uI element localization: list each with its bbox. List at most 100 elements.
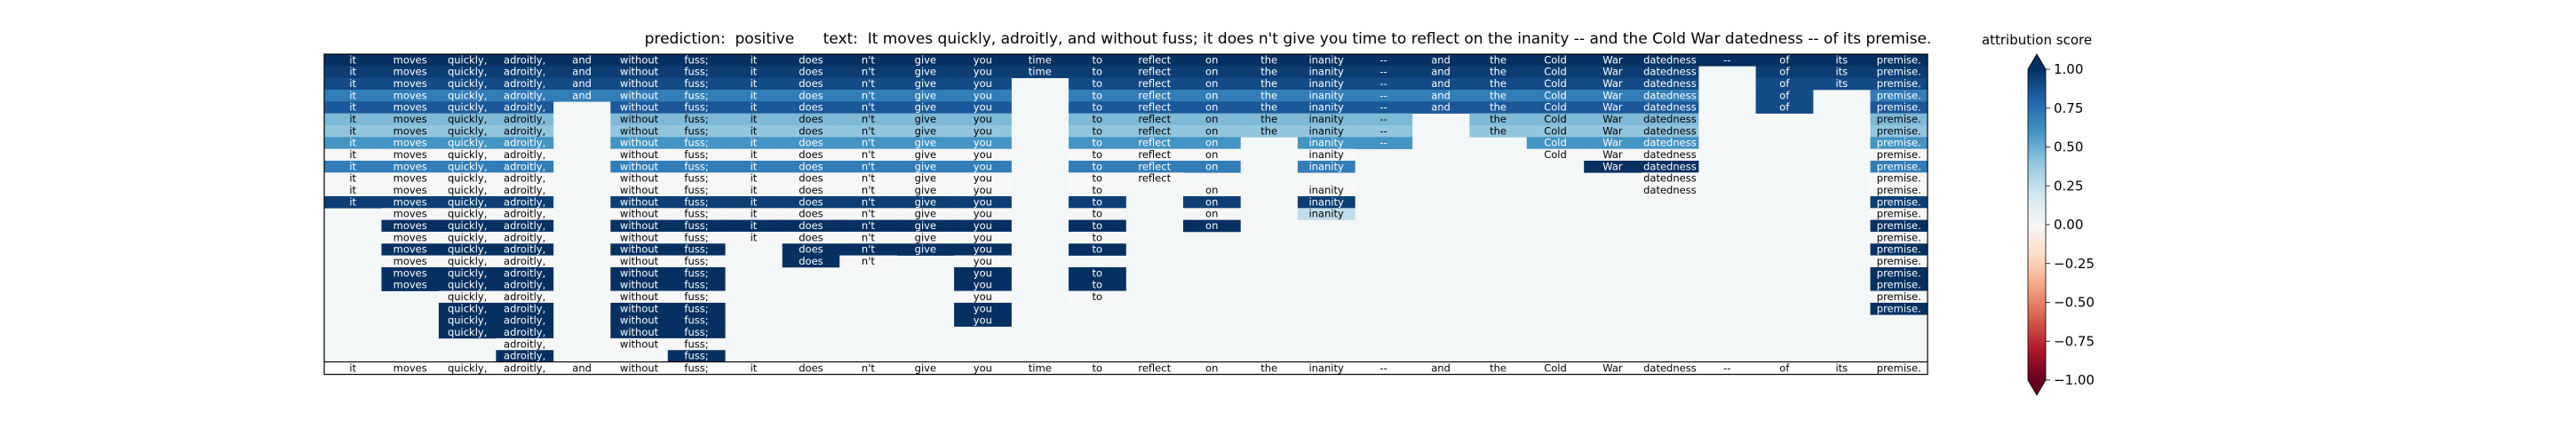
heatmap-cell <box>610 337 669 351</box>
cell-token-label: premise. <box>1877 208 1921 220</box>
cell-token-label: fuss; <box>684 219 708 232</box>
cell-token-label: you <box>974 137 992 149</box>
heatmap-cell <box>1870 160 1928 173</box>
heatmap-cell <box>896 89 955 102</box>
cell-token-label: to <box>1092 279 1102 291</box>
cell-token-label: reflect <box>1138 160 1171 172</box>
heatmap-cell <box>1870 184 1928 197</box>
heatmap-cell <box>782 243 840 256</box>
cell-token-label: without <box>620 255 659 267</box>
heatmap-cell <box>896 137 955 149</box>
cell-token-label: you <box>974 219 992 232</box>
cell-token-label: moves <box>394 184 427 196</box>
heatmap-cell <box>610 290 669 304</box>
axis-token-label: reflect <box>1138 362 1171 375</box>
cell-token-label: adroitly, <box>504 302 545 314</box>
heatmap-cell <box>496 208 554 220</box>
heatmap-cell <box>782 124 840 138</box>
cell-token-label: give <box>915 219 936 232</box>
cell-token-label: quickly, <box>448 137 487 149</box>
cell-token-label: you <box>974 113 992 125</box>
heatmap-cell <box>610 302 669 315</box>
cell-token-label: premise. <box>1877 279 1921 291</box>
heatmap-cell <box>1469 66 1528 78</box>
heatmap-cell <box>1641 113 1699 126</box>
heatmap-cell <box>1182 54 1241 67</box>
heatmap-cell <box>1584 101 1642 114</box>
cell-token-label: datedness <box>1643 89 1697 101</box>
cell-token-label: it <box>751 219 758 232</box>
heatmap-cell <box>667 113 726 126</box>
heatmap-cell <box>1641 101 1699 114</box>
heatmap-cell <box>496 195 554 209</box>
heatmap-cell <box>1182 208 1241 220</box>
cell-token-label: inanity <box>1308 195 1344 208</box>
cell-token-label: without <box>620 219 659 232</box>
heatmap-cell <box>1011 54 1069 67</box>
cell-token-label: quickly, <box>448 113 487 125</box>
cell-token-label: without <box>620 66 659 78</box>
heatmap-cell <box>610 148 669 162</box>
cell-token-label: give <box>915 137 936 149</box>
cell-token-label: Cold <box>1544 89 1567 101</box>
heatmap-cell <box>496 148 554 162</box>
cell-token-label: fuss; <box>684 195 708 208</box>
cell-token-label: premise. <box>1877 160 1921 172</box>
heatmap-cell <box>1069 66 1126 78</box>
title-prediction: positive <box>735 30 795 48</box>
heatmap-cell <box>839 231 897 244</box>
cell-token-label: War <box>1602 160 1623 172</box>
heatmap-cell <box>725 160 783 173</box>
heatmap-cell <box>839 172 897 185</box>
cell-token-label: you <box>974 195 992 208</box>
cell-token-label: n't <box>862 172 875 185</box>
heatmap-cell <box>496 124 554 138</box>
cell-token-label: reflect <box>1138 137 1171 149</box>
cell-token-label: does <box>799 101 823 114</box>
cell-token-label: moves <box>394 255 427 267</box>
cell-token-label: quickly, <box>448 148 487 161</box>
cell-token-label: Cold <box>1544 137 1567 149</box>
heatmap-cell <box>1469 124 1528 138</box>
heatmap-cell <box>1240 113 1299 126</box>
cell-token-label: n't <box>862 243 875 256</box>
cell-token-label: reflect <box>1138 148 1171 161</box>
heatmap-cell <box>1469 77 1528 91</box>
heatmap-cell <box>896 148 955 162</box>
heatmap-cell <box>496 231 554 244</box>
cell-token-label: premise. <box>1877 77 1921 90</box>
heatmap-cell <box>1297 77 1356 91</box>
heatmap-cell <box>1297 124 1356 138</box>
heatmap-cell <box>1526 66 1585 78</box>
heatmap-cell <box>1355 113 1413 126</box>
heatmap-cell <box>610 160 669 173</box>
axis-token-label: give <box>915 362 936 375</box>
cell-token-label: fuss; <box>684 113 708 125</box>
heatmap-cell <box>896 184 955 197</box>
heatmap-cell <box>1411 101 1470 114</box>
heatmap-cell <box>496 172 554 185</box>
heatmap-cell <box>1870 89 1928 102</box>
heatmap-cell <box>896 101 955 114</box>
cell-token-label: moves <box>394 113 427 125</box>
heatmap-cell <box>610 172 669 185</box>
axis-token-label: of <box>1779 362 1790 375</box>
heatmap-cell <box>1813 66 1871 78</box>
cell-token-label: quickly, <box>448 208 487 220</box>
cell-token-label: without <box>620 314 659 327</box>
cell-token-label: fuss; <box>684 137 708 149</box>
cell-token-label: the <box>1490 124 1507 137</box>
cell-token-label: -- <box>1379 113 1387 125</box>
axis-token-label: the <box>1260 362 1277 375</box>
heatmap-cell <box>496 290 554 304</box>
heatmap-cell <box>1182 148 1241 162</box>
heatmap-cell <box>667 337 726 351</box>
cell-token-label: quickly, <box>448 184 487 196</box>
cell-token-label: datedness <box>1643 148 1697 161</box>
heatmap-cell <box>896 172 955 185</box>
heatmap-cell <box>667 231 726 244</box>
cell-token-label: does <box>799 195 823 208</box>
heatmap-cell <box>438 124 497 138</box>
cell-token-label: without <box>620 184 659 196</box>
